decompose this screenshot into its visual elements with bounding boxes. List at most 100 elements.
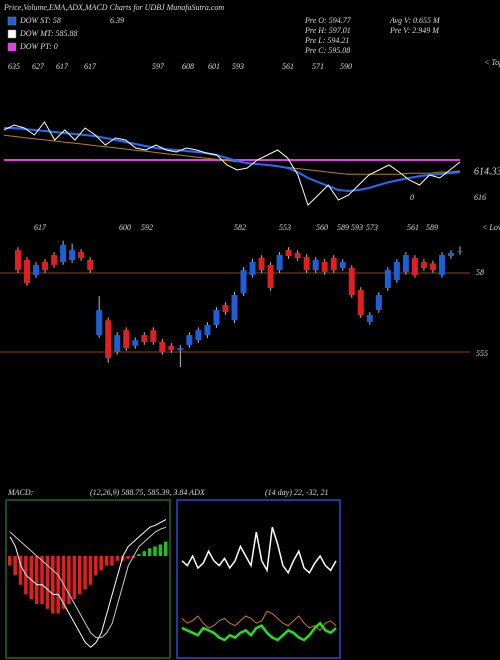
side-label: < Tops <box>484 58 500 67</box>
candle-body <box>330 258 337 271</box>
candle-body <box>276 254 283 271</box>
candle-body <box>15 250 21 271</box>
histogram-bar <box>34 556 39 604</box>
candle-body <box>231 294 238 321</box>
level-label: 589 <box>337 223 349 232</box>
histogram-bar <box>104 556 109 566</box>
candle-body <box>78 252 85 259</box>
candle-body <box>438 254 445 275</box>
level-label: 590 <box>340 62 352 71</box>
level-label: 571 <box>312 62 324 71</box>
info-text: Pre O: 594.77 <box>304 16 352 25</box>
candle-body <box>348 267 355 295</box>
candle-body <box>87 260 94 270</box>
histogram-bar <box>126 556 130 559</box>
candle-body <box>150 330 157 343</box>
candle-body <box>429 263 436 270</box>
candle-body <box>177 347 184 351</box>
legend-label: DOW PT: 0 <box>19 42 58 51</box>
histogram-bar <box>83 556 87 590</box>
panel-title: MACD: <box>7 488 34 497</box>
info-text: Pre H: 597.01 <box>304 26 351 35</box>
candle-body <box>420 262 427 268</box>
histogram-bar <box>61 556 66 609</box>
level-label: 589 <box>426 223 438 232</box>
level-label: 601 <box>208 62 220 71</box>
info-text: Pre V: 2.949 M <box>389 26 440 35</box>
level-label: 635 <box>8 62 20 71</box>
histogram-bar <box>72 556 77 600</box>
candle-body <box>249 262 256 275</box>
legend-extra: 6.39 <box>110 16 124 25</box>
level-label: 561 <box>407 223 419 232</box>
level-label: 573 <box>366 223 378 232</box>
level-label: 593 <box>351 223 363 232</box>
histogram-bar <box>18 556 23 585</box>
hline-label: 555 <box>476 349 488 358</box>
level-label: 617 <box>34 223 47 232</box>
histogram-bar <box>88 556 93 585</box>
candle-body <box>42 262 49 270</box>
candle-body <box>447 253 454 257</box>
candle-body <box>213 310 220 325</box>
level-label: 600 <box>119 223 131 232</box>
candle-body <box>402 254 409 272</box>
level-label: 582 <box>234 223 246 232</box>
histogram-bar <box>8 556 12 566</box>
candle-body <box>258 258 265 271</box>
candle-body <box>411 258 418 275</box>
candle-body <box>375 294 382 311</box>
end-label: 614.33 <box>474 166 500 177</box>
header-title: Price,Volume,EMA,ADX,MACD Charts for UDB… <box>3 3 224 12</box>
macd-panel <box>5 499 171 659</box>
legend-label: DOW ST: 58 <box>19 16 61 25</box>
level-label: 592 <box>141 223 153 232</box>
candle-body <box>168 345 175 351</box>
candle-body <box>285 250 292 257</box>
series-line <box>9 526 167 639</box>
candle-body <box>51 254 58 265</box>
candle-body <box>366 315 373 322</box>
legend-label: DOW MT: 585.88 <box>19 29 78 38</box>
candle-body <box>312 260 319 271</box>
level-label: 561 <box>282 62 294 71</box>
candle-body <box>321 262 328 272</box>
info-text: Pre L: 594.21 <box>304 36 349 45</box>
candle-body <box>339 262 346 268</box>
level-label: 617 <box>56 62 69 71</box>
candle-body <box>123 330 130 348</box>
level-label: 608 <box>182 62 194 71</box>
candle-body <box>114 335 121 352</box>
histogram-bar <box>51 556 55 614</box>
series-line <box>181 526 337 575</box>
candle-body <box>294 253 301 259</box>
legend-swatch <box>7 29 17 39</box>
histogram-bar <box>137 554 141 556</box>
histogram-bar <box>164 541 168 556</box>
histogram-bar <box>77 556 82 595</box>
candle-body <box>267 264 274 289</box>
level-label: 560 <box>316 223 328 232</box>
candle-body <box>384 270 391 289</box>
series-line <box>181 621 337 642</box>
candle-body <box>24 260 31 284</box>
histogram-bar <box>158 544 163 556</box>
info-text: Avg V: 0.655 M <box>389 16 441 25</box>
histogram-bar <box>40 556 44 604</box>
histogram-bar <box>67 556 71 604</box>
candle-body <box>204 324 211 336</box>
candle-body <box>159 342 166 352</box>
panel-subtitle: (12,26,9) 588.75, 585.39, 3.84 ADX <box>90 488 206 497</box>
histogram-bar <box>99 556 103 571</box>
level-label: 627 <box>32 62 45 71</box>
panel-subtitle: (14 day) 22, -32, 21 <box>265 488 329 497</box>
candle-body <box>69 250 76 261</box>
histogram-bar <box>110 556 114 566</box>
histogram-bar <box>94 556 98 576</box>
candle-body <box>186 335 193 345</box>
histogram-bar <box>56 556 60 614</box>
adx-panel <box>176 499 341 659</box>
series-line <box>181 610 337 632</box>
histogram-bar <box>115 556 120 561</box>
